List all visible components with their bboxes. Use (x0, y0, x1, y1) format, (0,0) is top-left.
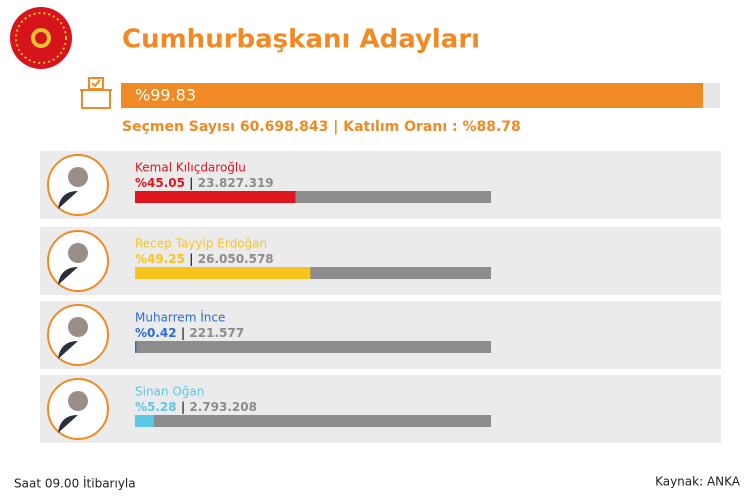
emblem (10, 7, 72, 69)
separator: | (185, 252, 198, 266)
candidate-name: Kemal Kılıçdaroğlu (135, 161, 246, 175)
title: Cumhurbaşkanı Adayları (122, 25, 480, 55)
photo-head (68, 317, 88, 337)
overall-label: %99.83 (135, 86, 196, 105)
percent-label: %0.42 (135, 326, 177, 340)
ballot-icon (80, 77, 112, 109)
percent-label: %5.28 (135, 400, 177, 414)
vote-count: 2.793.208 (189, 400, 257, 414)
card-bg (40, 375, 721, 443)
bar (135, 415, 154, 427)
bar-track (135, 415, 491, 427)
photo-body (58, 267, 78, 285)
vote-count: 221.577 (189, 326, 244, 340)
subtitle: Seçmen Sayısı 60.698.843 | Katılım Oranı… (122, 119, 521, 135)
photo-body (58, 341, 78, 359)
bar-track (135, 341, 491, 353)
card-bg (40, 151, 721, 219)
percent-label: %49.25 (135, 252, 185, 266)
bar (135, 191, 296, 203)
candidate-name: Muharrem İnce (135, 310, 225, 325)
card-bg (40, 301, 721, 369)
photo-body (58, 191, 78, 209)
photo-body (58, 415, 78, 433)
bar (135, 341, 137, 353)
candidate-stats: %5.28 | 2.793.208 (135, 400, 257, 414)
vote-count: 23.827.319 (198, 176, 274, 190)
candidate-stats: %49.25 | 26.050.578 (135, 252, 274, 266)
candidate-stats: %45.05 | 23.827.319 (135, 176, 274, 190)
candidate-card: Muharrem İnce%0.42 | 221.577 (40, 301, 721, 369)
vote-count: 26.050.578 (198, 252, 274, 266)
bar (135, 267, 311, 279)
photo-head (68, 243, 88, 263)
separator: | (185, 176, 198, 190)
candidate-card: Recep Tayyip Erdoğan%49.25 | 26.050.578 (40, 227, 721, 295)
footer-left: Saat 09.00 İtibarıyla (14, 476, 136, 491)
percent-label: %45.05 (135, 176, 185, 190)
candidate-card: Kemal Kılıçdaroğlu%45.05 | 23.827.319 (40, 151, 721, 219)
separator: | (177, 326, 190, 340)
candidate-name: Recep Tayyip Erdoğan (135, 237, 267, 251)
overall-bar (121, 83, 704, 108)
card-bg (40, 227, 721, 295)
separator: | (177, 400, 190, 414)
photo-head (68, 391, 88, 411)
candidate-card: Sinan Oğan%5.28 | 2.793.208 (40, 375, 721, 443)
candidate-stats: %0.42 | 221.577 (135, 326, 244, 340)
candidate-name: Sinan Oğan (135, 385, 204, 399)
photo-head (68, 167, 88, 187)
footer-right: Kaynak: ANKA (655, 475, 741, 489)
